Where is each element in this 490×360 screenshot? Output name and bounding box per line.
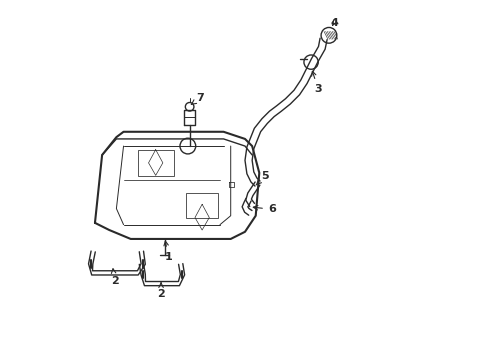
Text: 2: 2 <box>111 269 119 286</box>
Text: 1: 1 <box>164 241 172 262</box>
Text: 6: 6 <box>253 204 276 214</box>
Text: 5: 5 <box>256 171 269 185</box>
Text: 2: 2 <box>157 283 165 299</box>
Text: 7: 7 <box>191 93 204 104</box>
Text: 4: 4 <box>330 18 338 28</box>
Text: 3: 3 <box>312 71 322 94</box>
